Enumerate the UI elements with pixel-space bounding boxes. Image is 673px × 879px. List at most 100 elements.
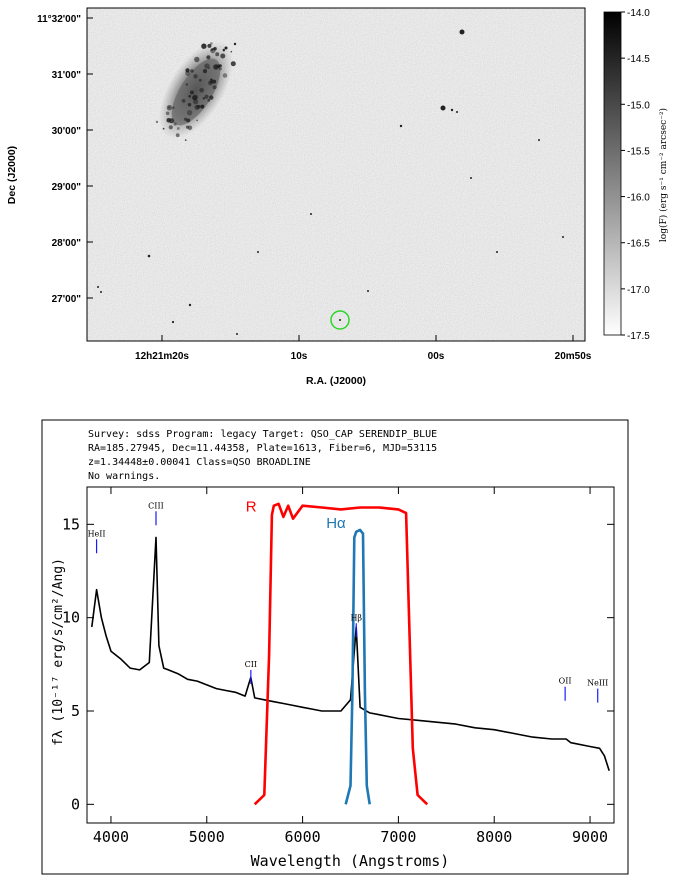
line-id-label: Hβ	[350, 613, 362, 622]
galaxy-knot	[189, 90, 194, 95]
galaxy-knot	[173, 122, 177, 126]
line-id-label: CIII	[148, 501, 164, 510]
field-star	[233, 42, 237, 46]
colorbar: -14.0 -14.5 -15.0 -15.5 -16.0 -16.5 -17.0 -17.5…	[603, 8, 669, 342]
galaxy-knot	[169, 118, 175, 124]
filter-labels: R Hα	[246, 498, 346, 532]
galaxy-knot	[200, 104, 205, 109]
spectrum-outer-frame	[41, 419, 629, 875]
galaxy-knot	[204, 94, 209, 99]
x-ticks: 4000 5000 6000 7000 8000 9000	[93, 487, 608, 846]
header-line-3: z=1.34448±0.00041 Class=QSO BROADLINE	[88, 457, 311, 468]
galaxy-core	[171, 58, 221, 126]
dec-tick-label: 28'00"	[52, 238, 82, 249]
galaxy-knot	[165, 111, 170, 116]
field-star	[456, 111, 458, 113]
header-line-4: No warnings.	[88, 471, 160, 482]
y-tick-label: 15	[62, 515, 80, 533]
field-star	[496, 251, 498, 253]
x-tick-label: 5000	[189, 828, 225, 846]
galaxy-knot	[183, 117, 188, 121]
x-tick-label: 9000	[572, 828, 608, 846]
sky-sources	[97, 29, 564, 335]
galaxy-knot	[212, 85, 217, 90]
dec-ticks: 11°32'00" 31'00" 30'00" 29'00" 28'00" 27'00"	[37, 14, 93, 305]
galaxy-knot	[194, 56, 200, 63]
colorbar-tick-label: -15.5	[627, 146, 650, 157]
field-star	[399, 124, 403, 128]
field-star	[147, 254, 151, 258]
galaxy-knot	[222, 73, 228, 78]
galaxy-knot	[166, 105, 173, 111]
field-star	[171, 320, 175, 324]
colorbar-label: log(F) (erg s⁻¹ cm⁻² arcsec⁻²)	[658, 108, 669, 242]
sky-image	[87, 8, 585, 341]
galaxy-knot	[213, 47, 215, 50]
galaxy-knots	[155, 42, 236, 142]
galaxy-knot	[199, 78, 202, 82]
colorbar-ticks: -14.0 -14.5 -15.0 -15.5 -16.0 -16.5 -17.0 -17.5	[621, 8, 650, 342]
galaxy-knot	[181, 98, 186, 103]
field-star	[310, 213, 312, 215]
galaxy-knot	[218, 67, 222, 71]
galaxy-knot	[206, 55, 211, 60]
galaxy-knot	[187, 103, 192, 107]
ra-tick-label: 12h21m20s	[135, 351, 189, 362]
x-tick-label: 7000	[380, 828, 416, 846]
galaxy-knot	[185, 71, 191, 76]
line-id-label: NeIII	[587, 679, 608, 688]
y-tick-label: 0	[71, 795, 80, 813]
field-star	[450, 108, 454, 112]
galaxy-knot	[184, 139, 187, 142]
ra-tick-label: 00s	[428, 351, 445, 362]
galaxy-knot	[186, 118, 191, 123]
galaxy-knot	[172, 106, 175, 109]
dec-tick-label: 31'00"	[52, 70, 82, 81]
galaxy-knot	[193, 99, 199, 105]
galaxy-knot	[220, 53, 226, 59]
galaxy-knot	[202, 43, 205, 46]
field-star	[459, 29, 465, 35]
colorbar-tick-label: -14.5	[627, 54, 650, 65]
galaxy-knot	[185, 83, 189, 86]
field-star	[100, 291, 102, 293]
plot-area	[86, 486, 615, 824]
colorbar-tick-label: -17.0	[627, 285, 650, 296]
x-tick-label: 8000	[476, 828, 512, 846]
filter-label: Hα	[326, 515, 346, 532]
galaxy-knot	[202, 97, 205, 100]
field-star	[440, 105, 446, 111]
spectrum-panel: Survey: sdss Program: legacy Target: QSO…	[41, 419, 629, 875]
galaxy-knot	[188, 95, 191, 98]
series-line	[344, 528, 371, 805]
ra-ticks: 12h21m20s 10s 00s 20m50s	[135, 335, 592, 362]
dec-tick-label: 27'00"	[52, 294, 82, 305]
field-star	[367, 290, 369, 292]
dec-tick-label: 11°32'00"	[37, 14, 81, 25]
field-star	[236, 333, 238, 335]
galaxy-knot	[175, 133, 180, 138]
target-marker	[330, 310, 350, 330]
galaxy-knot	[199, 88, 204, 93]
ra-tick-label: 10s	[291, 351, 308, 362]
galaxy-knot	[196, 104, 201, 109]
field-star	[339, 319, 341, 321]
line-id-label: HeII	[88, 529, 106, 538]
galaxy-knot	[210, 42, 213, 45]
x-tick-label: 4000	[93, 828, 129, 846]
galaxy-knot	[192, 95, 198, 101]
dec-tick-label: 29'00"	[52, 182, 82, 193]
line-id-label: CII	[245, 660, 257, 669]
sky-image-panel: 11°32'00"31'00"30'00"29'00"28'00"27'00" …	[6, 7, 592, 387]
colorbar-tick-label: -17.5	[627, 331, 650, 342]
header-line-2: RA=185.27945, Dec=11.44358, Plate=1613, …	[88, 443, 437, 454]
galaxy-knot	[230, 61, 236, 67]
galaxy-knot	[209, 95, 214, 100]
spectrum-plot	[91, 502, 610, 806]
colorbar-tick-label: -14.0	[627, 8, 650, 19]
galaxy-knot	[190, 69, 194, 73]
galaxy-knot	[222, 48, 225, 52]
line-identifications: HeII CIII CII Hβ OII NeIII	[88, 501, 608, 703]
ra-axis-label: R.A. (J2000)	[306, 375, 366, 387]
